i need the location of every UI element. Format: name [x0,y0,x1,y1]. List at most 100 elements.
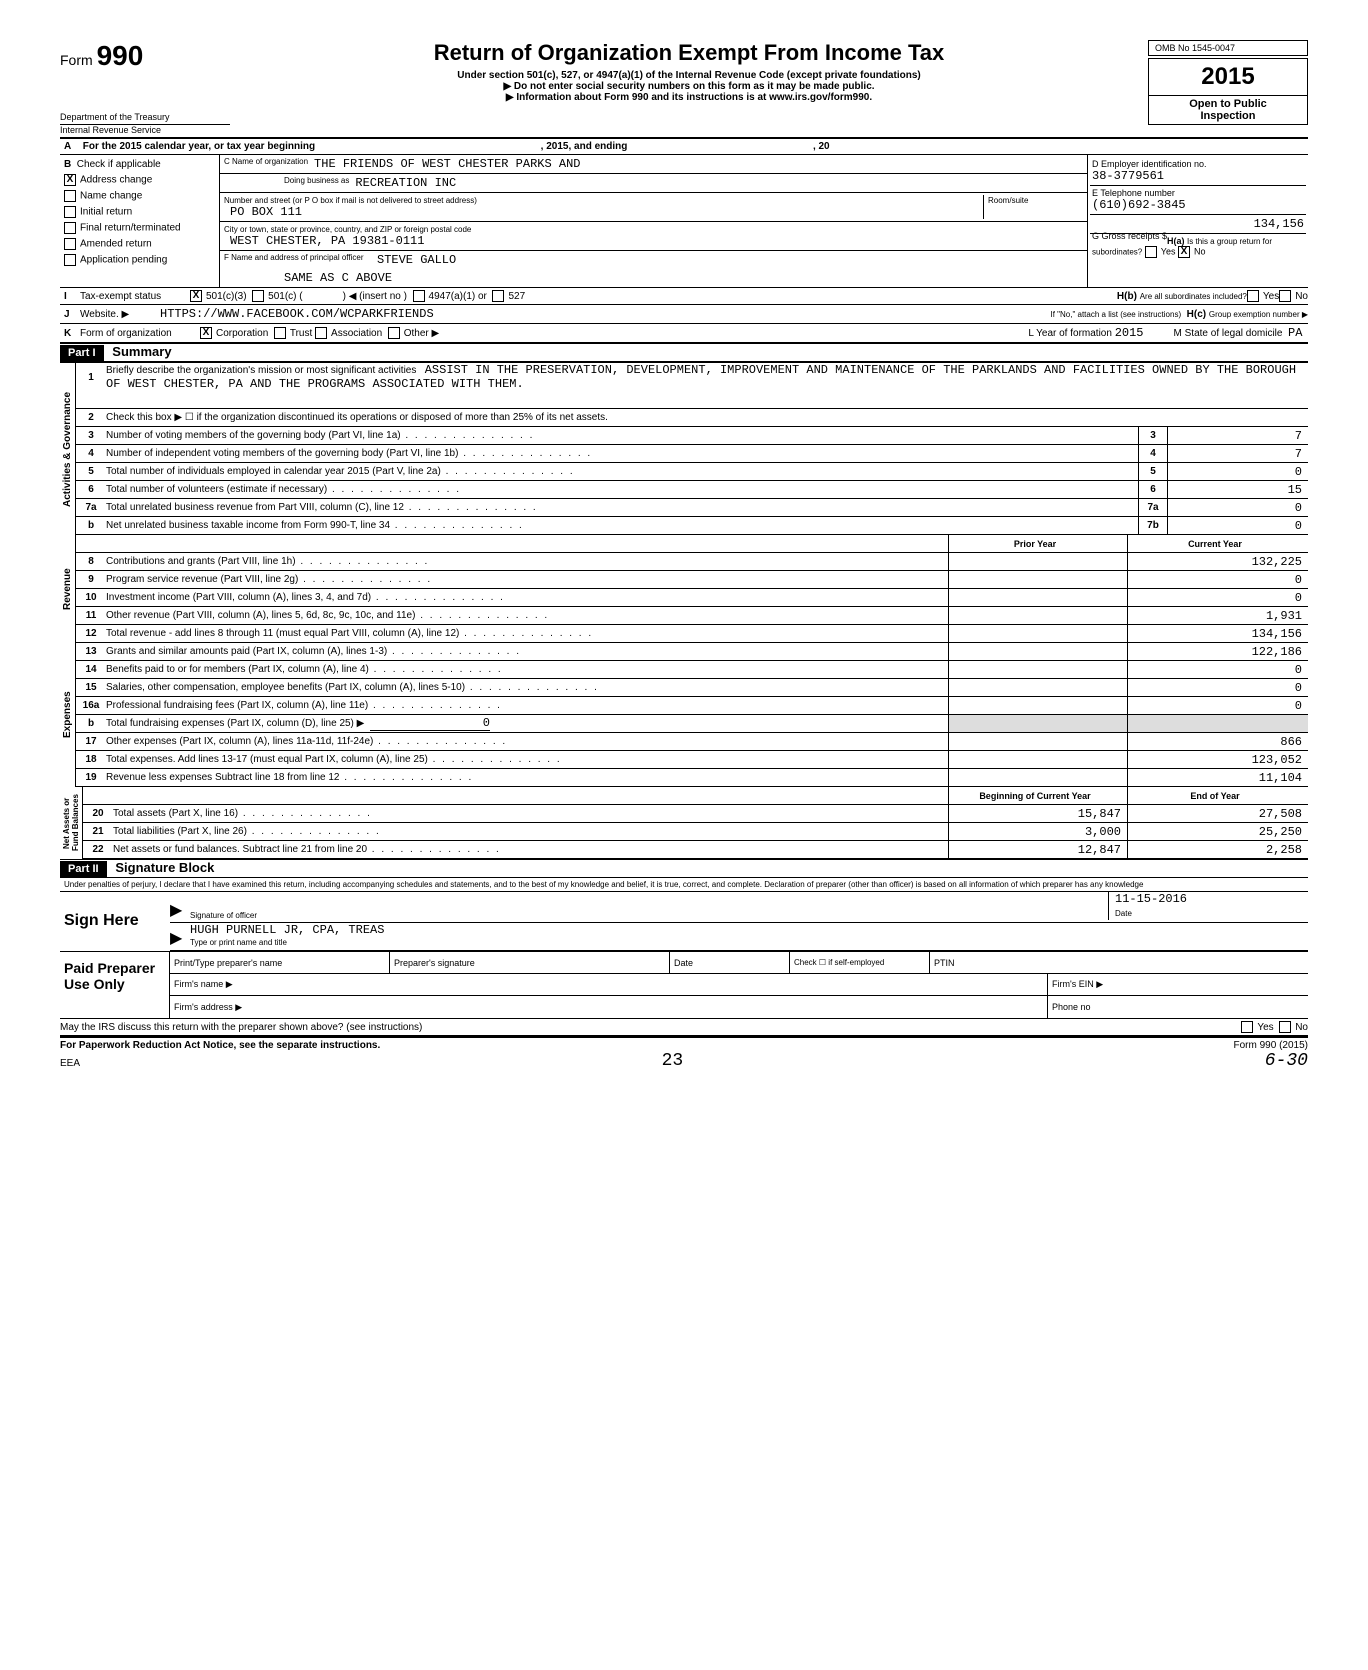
line-4-val: 7 [1168,445,1308,462]
chk-amended[interactable] [64,238,76,250]
hb-text: Are all subordinates included? [1140,292,1247,301]
street-value: PO BOX 111 [230,205,302,219]
chk-final-return[interactable] [64,222,76,234]
form-number: 990 [97,40,144,71]
row-i: I Tax-exempt status 501(c)(3) 501(c) ( )… [60,288,1308,305]
letter-a: A [60,141,80,152]
row-j: J Website. ▶ HTTPS://WWW.FACEBOOK.COM/WC… [60,305,1308,324]
line-21-text: Total liabilities (Part X, line 26) [113,826,948,837]
print-name-caption: Type or print name and title [190,938,287,947]
sign-here-label: Sign Here [60,892,170,951]
line-16b-curr [1128,715,1308,732]
chk-address-change[interactable] [64,174,76,186]
chk-initial-return[interactable] [64,206,76,218]
line-7b-num: b [76,520,106,531]
handwritten-23: 23 [662,1051,684,1071]
line-7a-text: Total unrelated business revenue from Pa… [106,502,1138,513]
chk-ha-no[interactable] [1178,246,1190,258]
b-header: Check if applicable [77,159,161,170]
firm-phone-label: Phone no [1048,996,1308,1018]
hdr-begin-year: Beginning of Current Year [948,787,1128,804]
phone-label: E Telephone number [1092,188,1175,198]
preparer-sig-label: Preparer's signature [390,952,670,973]
line-19-text: Revenue less expenses Subtract line 18 f… [106,772,948,783]
eea-mark: EEA [60,1058,80,1069]
preparer-date-label: Date [670,952,790,973]
line-12-text: Total revenue - add lines 8 through 11 (… [106,628,948,639]
line-5-num: 5 [76,466,106,477]
footer-row: For Paperwork Reduction Act Notice, see … [60,1036,1308,1051]
lbl-insert: ) ◀ (insert no ) [343,291,407,302]
state-domicile: PA [1288,326,1302,340]
line-12-prior [948,625,1128,642]
line-3-box: 3 [1138,427,1168,444]
line-15-text: Salaries, other compensation, employee b… [106,682,948,693]
letter-i: I [60,291,80,302]
chk-hb-yes[interactable] [1247,290,1259,302]
chk-501c3[interactable] [190,290,202,302]
line-4-box: 4 [1138,445,1168,462]
lbl-501c3: 501(c)(3) [206,291,247,302]
line-4-num: 4 [76,448,106,459]
officer-name: STEVE GALLO [377,253,456,267]
hc-text: Group exemption number ▶ [1209,310,1308,319]
preparer-name-label: Print/Type preparer's name [170,952,390,973]
line-22-prior: 12,847 [948,841,1128,858]
line-17-num: 17 [76,736,106,747]
line-22-num: 22 [83,844,113,855]
chk-ha-yes[interactable] [1145,246,1157,258]
line-8-text: Contributions and grants (Part VIII, lin… [106,556,948,567]
line-13-prior [948,643,1128,660]
line-11-prior [948,607,1128,624]
line-7b-val: 0 [1168,517,1308,534]
open-line1: Open to Public [1189,98,1267,110]
part-i-header: Part I Summary [60,343,1308,362]
ein-value: 38-3779561 [1092,169,1164,183]
dba-value: RECREATION INC [355,176,456,190]
firm-name-label: Firm's name ▶ [170,974,1048,995]
j-label: Website. ▶ [80,309,160,320]
chk-discuss-yes[interactable] [1241,1021,1253,1033]
line-10-num: 10 [76,592,106,603]
officer-label: F Name and address of principal officer [224,253,363,267]
line-21-prior: 3,000 [948,823,1128,840]
firm-ein-label: Firm's EIN ▶ [1048,974,1308,995]
line-13-text: Grants and similar amounts paid (Part IX… [106,646,948,657]
chk-hb-no[interactable] [1279,290,1291,302]
hb-no: No [1295,291,1308,302]
hb-yes: Yes [1263,291,1279,302]
perjury-statement: Under penalties of perjury, I declare th… [60,878,1308,892]
line-16b-num: b [76,718,106,729]
letter-k: K [60,328,80,339]
chk-501c[interactable] [252,290,264,302]
line-6-text: Total number of volunteers (estimate if … [106,484,1138,495]
chk-corp[interactable] [200,327,212,339]
line-8-prior [948,553,1128,570]
lbl-final-return: Final return/terminated [80,223,181,234]
section-activities-governance: Activities & Governance [60,363,76,535]
hb-note: If "No," attach a list (see instructions… [1050,310,1181,319]
chk-discuss-no[interactable] [1279,1021,1291,1033]
tax-year: 2015 [1148,58,1308,96]
line-17-prior [948,733,1128,750]
line-10-text: Investment income (Part VIII, column (A)… [106,592,948,603]
gross-label: G Gross receipts $ [1092,231,1167,241]
line-16a-curr: 0 [1128,697,1308,714]
form-number-block: Form 990 Department of the Treasury Inte… [60,40,230,137]
open-line2: Inspection [1200,110,1255,122]
c-name-label: C Name of organization [224,157,308,171]
chk-527[interactable] [492,290,504,302]
chk-assoc[interactable] [315,327,327,339]
chk-4947[interactable] [413,290,425,302]
line-14-text: Benefits paid to or for members (Part IX… [106,664,948,675]
line-1-text: Briefly describe the organization's miss… [106,363,1308,391]
chk-other[interactable] [388,327,400,339]
line-5-box: 5 [1138,463,1168,480]
line-18-num: 18 [76,754,106,765]
chk-name-change[interactable] [64,190,76,202]
chk-trust[interactable] [274,327,286,339]
hb-label: H(b) [1117,291,1137,302]
room-label: Room/suite [988,196,1028,205]
part-ii-label: Part II [60,861,107,877]
chk-app-pending[interactable] [64,254,76,266]
